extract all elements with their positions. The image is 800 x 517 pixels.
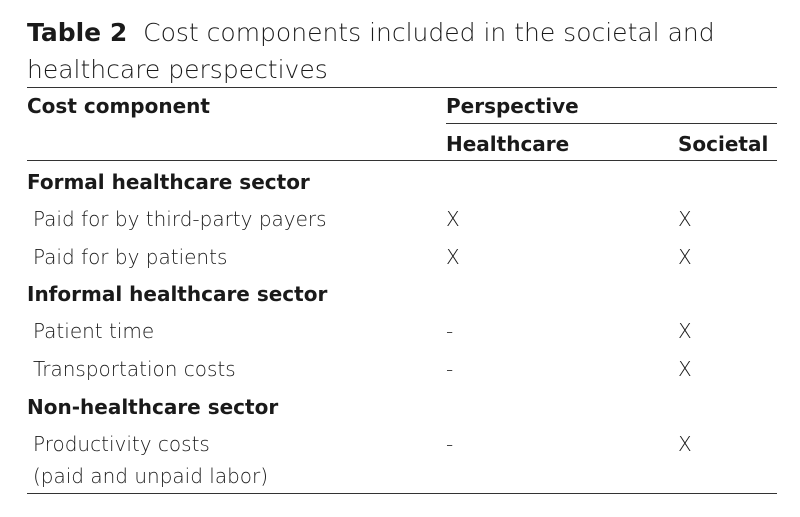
cell-healthcare: - [446,357,454,381]
section-title: Non-healthcare sector [27,395,279,419]
cell-societal: X [678,207,692,231]
cell-healthcare: X [446,245,460,269]
header-perspective: Perspective [446,94,579,118]
cell-societal: X [678,319,692,343]
table-caption: Table 2 Cost components included in the … [27,14,727,88]
cell-societal: X [678,357,692,381]
cell-societal: X [678,432,692,456]
caption-text: Cost components included in the societal… [27,18,715,84]
cell-healthcare: - [446,432,454,456]
perspective-rule [446,123,777,124]
caption-label: Table 2 [27,18,128,47]
row-name: Patient time [33,319,155,343]
cell-societal: X [678,245,692,269]
row-name: Paid for by third-party payers [33,207,327,231]
row-name-continued: (paid and unpaid labor) [33,464,269,488]
header-societal: Societal [678,132,769,156]
top-rule [27,87,777,88]
row-name: Paid for by patients [33,245,228,269]
bottom-rule [27,493,777,494]
cell-healthcare: X [446,207,460,231]
header-rule [27,160,777,161]
section-title: Formal healthcare sector [27,170,310,194]
header-healthcare: Healthcare [446,132,570,156]
row-name: Productivity costs [33,432,210,456]
cell-healthcare: - [446,319,454,343]
header-cost-component: Cost component [27,94,210,118]
row-name: Transportation costs [33,357,236,381]
section-title: Informal healthcare sector [27,282,328,306]
